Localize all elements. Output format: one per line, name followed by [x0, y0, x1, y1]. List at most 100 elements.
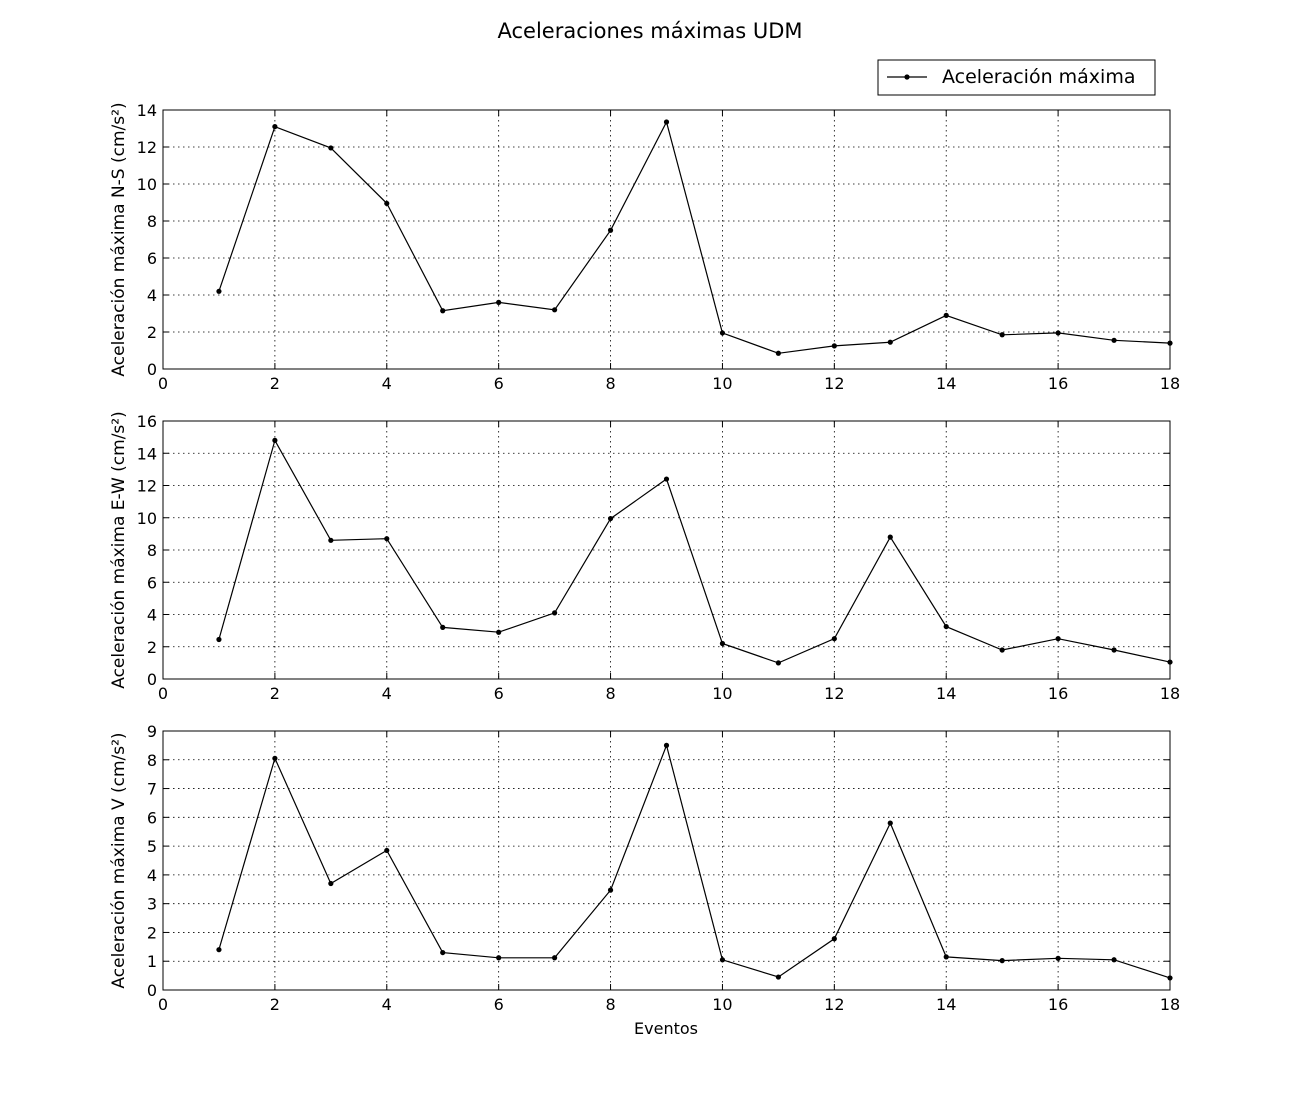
x-tick-label: 8	[605, 684, 615, 703]
x-tick-label: 2	[270, 374, 280, 393]
data-point	[663, 476, 670, 482]
data-point	[831, 936, 837, 942]
y-axis-label: Aceleración máxima N-S (cm/s²)	[109, 102, 129, 376]
y-tick-label: 8	[147, 541, 157, 560]
chart-title: Aceleraciones máximas UDM	[498, 19, 803, 43]
data-point	[496, 299, 502, 305]
data-point	[607, 515, 614, 522]
data-point	[719, 640, 726, 647]
y-tick-label: 4	[147, 606, 157, 625]
data-point	[887, 534, 893, 540]
data-point	[607, 887, 614, 893]
data-point	[440, 308, 446, 314]
y-tick-label: 6	[147, 573, 157, 592]
x-tick-label: 16	[1048, 995, 1068, 1014]
data-point	[1167, 975, 1173, 981]
x-tick-label: 12	[824, 374, 844, 393]
data-point	[216, 288, 222, 294]
y-tick-label: 5	[147, 837, 157, 856]
data-point	[887, 820, 893, 826]
subplot-1: 0 2 4 6 8 10 12 14 16 18 0 2 4 6 8 10 12 14 Aceleración má…	[109, 101, 1180, 393]
x-tick-label: 2	[270, 684, 280, 703]
y-tick-label: 2	[147, 323, 157, 342]
y-tick-label: 0	[147, 981, 157, 1000]
x-axis-label: Eventos	[634, 1019, 698, 1038]
data-point	[552, 955, 558, 961]
data-point	[384, 847, 390, 854]
y-tick-label: 6	[147, 249, 157, 268]
data-point	[328, 880, 334, 887]
data-point	[328, 145, 334, 151]
y-tick-label: 3	[147, 895, 157, 914]
y-tick-label: 10	[137, 175, 157, 194]
y-tick-label: 14	[137, 444, 157, 463]
x-tick-label: 14	[936, 995, 956, 1014]
x-tick-label: 4	[382, 374, 392, 393]
x-tick-label: 12	[824, 684, 844, 703]
y-tick-label: 0	[147, 360, 157, 379]
x-tick-label: 18	[1160, 684, 1180, 703]
data-point	[999, 647, 1005, 653]
y-tick-label: 14	[137, 101, 157, 120]
x-tick-label: 10	[712, 374, 732, 393]
data-point	[496, 629, 502, 635]
x-tick-label: 10	[712, 995, 732, 1014]
data-point	[328, 537, 334, 543]
data-point	[719, 957, 726, 963]
y-tick-label: 12	[137, 138, 157, 157]
data-point	[272, 124, 278, 130]
y-tick-label: 16	[137, 412, 157, 431]
data-point	[943, 623, 949, 630]
x-tick-label: 12	[824, 995, 844, 1014]
series-line	[218, 120, 1171, 354]
axes-frame	[162, 109, 1171, 370]
x-tick-label: 6	[494, 995, 504, 1014]
y-tick-label: 10	[137, 509, 157, 528]
axes-frame	[162, 730, 1171, 991]
data-point	[272, 755, 278, 761]
data-point	[999, 958, 1005, 964]
x-tick-label: 6	[494, 684, 504, 703]
data-point	[552, 307, 558, 313]
data-point	[607, 227, 614, 233]
x-tick-label: 14	[936, 684, 956, 703]
x-tick-label: 16	[1048, 684, 1068, 703]
data-point	[216, 636, 222, 643]
x-tick-label: 14	[936, 374, 956, 393]
data-point	[719, 330, 726, 336]
y-tick-label: 7	[147, 780, 157, 799]
data-point	[384, 200, 390, 207]
y-tick-label: 1	[147, 952, 157, 971]
y-tick-label: 9	[147, 722, 157, 741]
x-tick-label: 16	[1048, 374, 1068, 393]
data-point	[216, 947, 222, 953]
legend-marker	[904, 74, 910, 80]
x-tick-label: 4	[382, 995, 392, 1014]
x-tick-label: 4	[382, 684, 392, 703]
data-point	[384, 536, 390, 542]
x-tick-label: 8	[605, 995, 615, 1014]
y-tick-label: 0	[147, 670, 157, 689]
x-tick-label: 6	[494, 374, 504, 393]
data-point	[1111, 647, 1117, 653]
y-tick-label: 8	[147, 212, 157, 231]
y-tick-label: 2	[147, 923, 157, 942]
data-point	[1111, 337, 1117, 343]
data-point	[1167, 340, 1173, 346]
y-tick-label: 4	[147, 866, 157, 885]
data-point	[831, 636, 837, 642]
subplot-2: 0 2 4 6 8 10 12 14 16 18 0 2 4 6 8 10 12 14 16 Aceleración …	[109, 411, 1180, 703]
data-point	[943, 312, 949, 318]
data-point	[1055, 955, 1061, 961]
data-point	[496, 955, 502, 961]
data-point	[552, 610, 558, 616]
y-tick-label: 12	[137, 477, 157, 496]
x-tick-label: 0	[158, 684, 168, 703]
data-point	[1167, 659, 1173, 665]
y-axis-label: Aceleración máxima V (cm/s²)	[109, 732, 129, 988]
y-tick-label: 8	[147, 751, 157, 770]
